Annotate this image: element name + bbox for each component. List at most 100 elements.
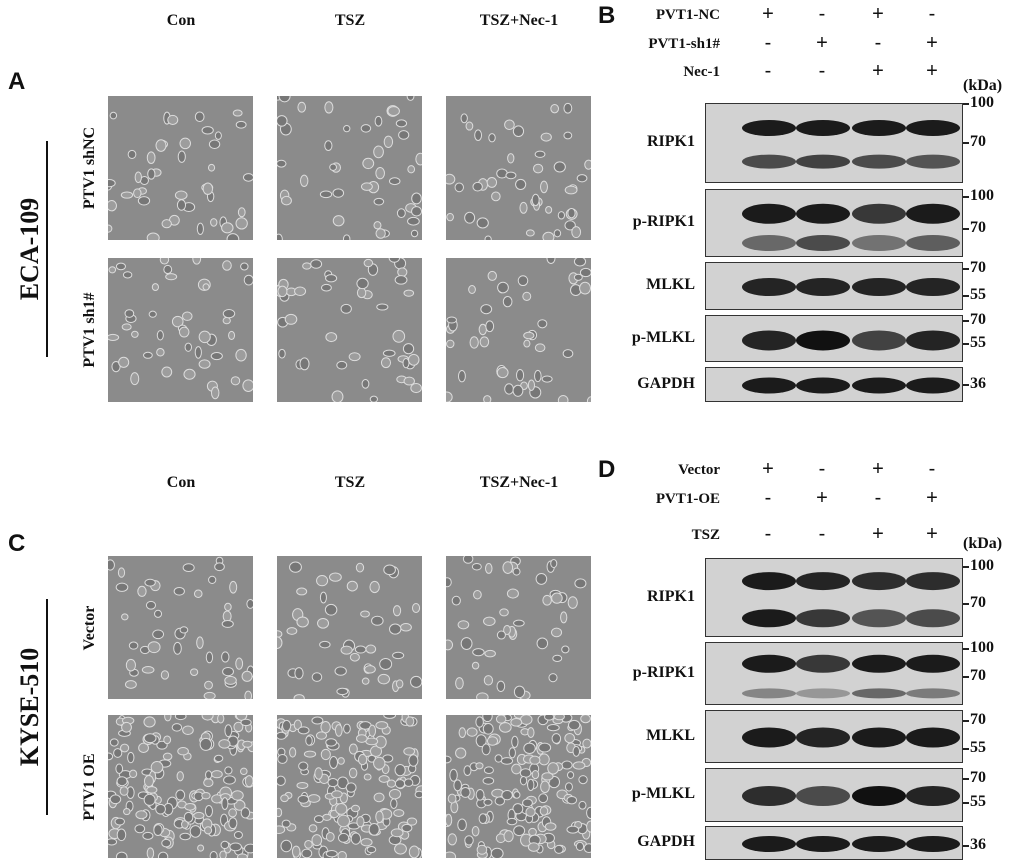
cell bbox=[218, 739, 231, 749]
cell bbox=[233, 830, 243, 840]
cell bbox=[508, 747, 516, 759]
cell bbox=[162, 752, 173, 761]
cell bbox=[277, 753, 288, 764]
cell bbox=[277, 807, 283, 818]
cell bbox=[564, 733, 575, 744]
cell bbox=[408, 845, 420, 858]
cell bbox=[310, 259, 323, 269]
marker-tick bbox=[963, 676, 969, 678]
cell bbox=[532, 163, 544, 174]
cell bbox=[241, 670, 253, 682]
cell bbox=[406, 817, 418, 826]
cell bbox=[519, 201, 528, 214]
cell bbox=[336, 360, 348, 370]
cell bbox=[578, 800, 587, 810]
cell bbox=[517, 275, 529, 287]
cell bbox=[394, 843, 407, 855]
cell bbox=[510, 717, 523, 727]
cell bbox=[277, 775, 286, 787]
cell bbox=[507, 153, 515, 164]
cell bbox=[388, 258, 401, 263]
micrograph bbox=[446, 258, 591, 402]
cell bbox=[208, 575, 217, 584]
cell bbox=[446, 391, 453, 402]
cell bbox=[142, 831, 154, 840]
cell bbox=[410, 229, 419, 238]
cell bbox=[564, 220, 576, 231]
panel-label: D bbox=[598, 456, 616, 483]
cell bbox=[567, 207, 576, 219]
cell bbox=[178, 326, 190, 338]
cell bbox=[319, 591, 327, 604]
cell bbox=[553, 161, 566, 173]
cell bbox=[446, 212, 454, 222]
condition-sign: + bbox=[872, 3, 884, 25]
cell bbox=[325, 738, 337, 747]
marker-tick bbox=[963, 103, 969, 105]
marker-tick bbox=[963, 343, 969, 345]
cell bbox=[378, 775, 390, 783]
cell bbox=[205, 651, 214, 664]
micrograph bbox=[446, 556, 591, 699]
cell bbox=[204, 805, 213, 818]
cell bbox=[551, 733, 562, 744]
cell bbox=[224, 766, 233, 775]
cell bbox=[319, 190, 333, 199]
cell bbox=[531, 769, 540, 780]
cell bbox=[373, 197, 385, 206]
cell bbox=[537, 319, 548, 329]
cell bbox=[244, 690, 253, 699]
cell bbox=[237, 207, 246, 218]
cell bbox=[505, 171, 517, 180]
marker-tick bbox=[963, 268, 969, 270]
cell bbox=[513, 619, 525, 627]
cell bbox=[468, 284, 476, 295]
cell bbox=[475, 716, 484, 728]
protein-band bbox=[796, 836, 850, 852]
marker-tick bbox=[963, 845, 969, 847]
protein-band bbox=[906, 786, 960, 806]
cell bbox=[159, 258, 170, 265]
protein-label: p-RIPK1 bbox=[632, 663, 695, 681]
cell bbox=[222, 260, 232, 271]
molecular-weight-marker: 55 bbox=[970, 286, 986, 303]
cell bbox=[325, 332, 338, 343]
cell bbox=[324, 140, 333, 152]
condition-sign: - bbox=[818, 60, 826, 82]
cell bbox=[475, 788, 485, 801]
cell bbox=[205, 770, 213, 780]
cell bbox=[349, 652, 360, 662]
cell bbox=[221, 222, 234, 234]
protein-band bbox=[742, 154, 796, 169]
cell bbox=[277, 630, 283, 638]
cell bbox=[535, 572, 548, 585]
cell bbox=[520, 715, 533, 725]
cell bbox=[457, 369, 466, 383]
cell bbox=[447, 793, 457, 804]
cell bbox=[525, 807, 536, 817]
cell-cluster-graphic bbox=[277, 715, 422, 858]
cell bbox=[482, 715, 493, 723]
molecular-weight-marker: 70 bbox=[970, 667, 986, 684]
cell bbox=[369, 745, 383, 757]
condition-sign: - bbox=[928, 3, 936, 25]
blot-membrane bbox=[705, 710, 963, 763]
cell bbox=[243, 274, 253, 286]
cell bbox=[198, 359, 211, 369]
cell bbox=[552, 654, 563, 663]
row-label: PTV1 shNC bbox=[81, 126, 98, 210]
cell bbox=[120, 191, 134, 199]
cell bbox=[196, 636, 204, 649]
cell bbox=[277, 825, 286, 834]
cell bbox=[411, 192, 422, 205]
condition-sign: - bbox=[764, 523, 772, 545]
molecular-weight-marker: 70 bbox=[970, 311, 986, 328]
cell bbox=[179, 626, 189, 634]
protein-band bbox=[796, 278, 850, 296]
cell bbox=[368, 724, 377, 737]
kda-unit-label: (kDa) bbox=[963, 535, 1003, 552]
cell bbox=[373, 145, 384, 159]
cell bbox=[121, 323, 132, 331]
cell bbox=[299, 174, 309, 188]
protein-band bbox=[906, 609, 960, 628]
